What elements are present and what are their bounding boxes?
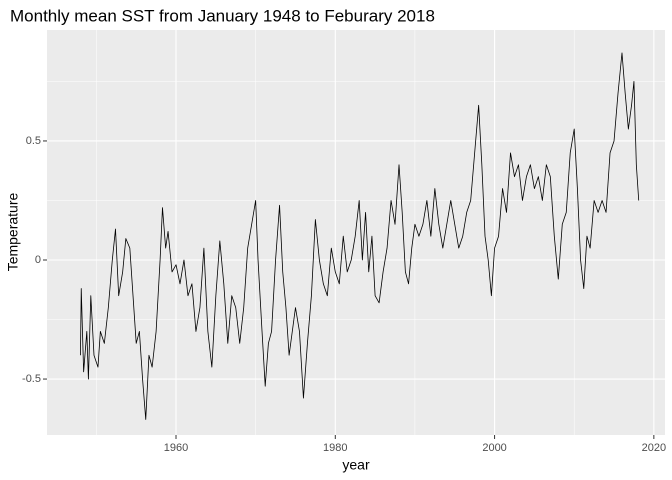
y-tick-label: 0.5 — [26, 135, 41, 147]
x-tick-label: 2020 — [642, 442, 666, 454]
x-tick-label: 1980 — [323, 442, 347, 454]
y-tick-label: 0 — [35, 254, 41, 266]
data-line — [80, 52, 640, 420]
chart-title: Monthly mean SST from January 1948 to Fe… — [10, 6, 435, 25]
y-axis-label: Temperature — [5, 192, 21, 271]
x-tick-label: 2000 — [482, 442, 506, 454]
x-axis-label: year — [342, 457, 370, 473]
y-tick-label: -0.5 — [22, 373, 41, 385]
x-tick-label: 1960 — [164, 442, 188, 454]
